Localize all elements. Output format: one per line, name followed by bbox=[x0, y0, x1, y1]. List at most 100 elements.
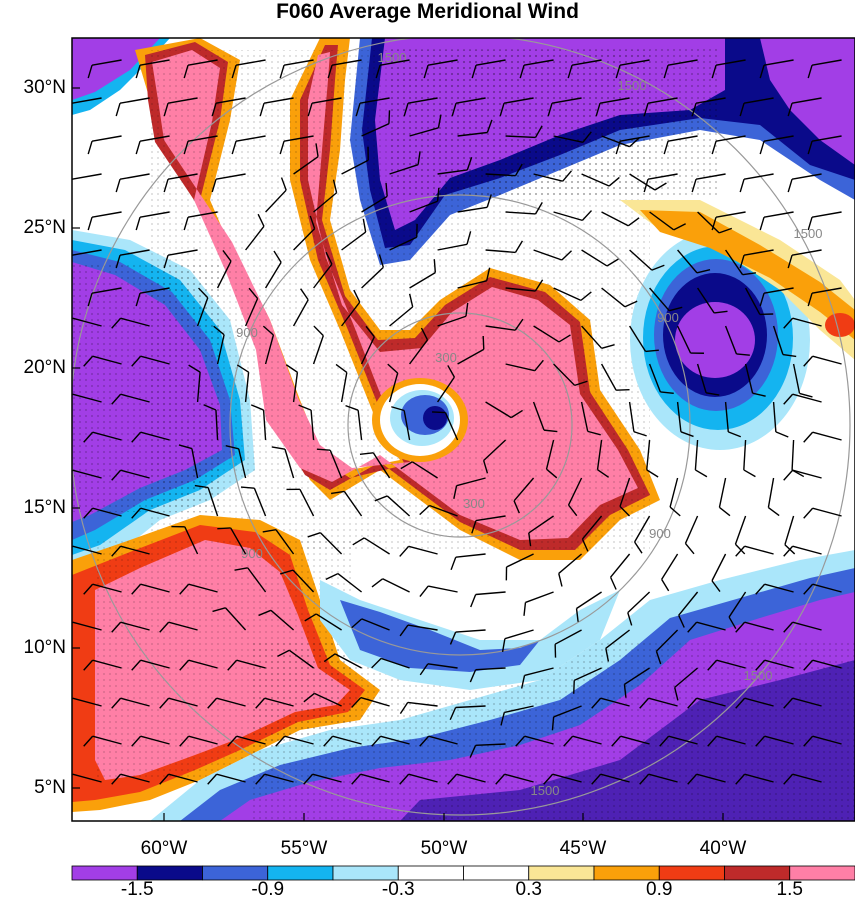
wind-barb bbox=[696, 287, 728, 314]
wind-barb bbox=[323, 735, 362, 747]
wind-barb bbox=[341, 289, 361, 327]
wind-barb bbox=[312, 325, 324, 365]
latitude-label: 25°N bbox=[23, 217, 66, 238]
wind-barb bbox=[615, 59, 650, 79]
wind-barb bbox=[739, 97, 774, 117]
wind-barb bbox=[553, 131, 592, 143]
wind-barb bbox=[400, 461, 438, 479]
wind-barb bbox=[755, 659, 794, 671]
wind-barb bbox=[211, 97, 246, 117]
wind-barb bbox=[633, 515, 651, 554]
wind-barb bbox=[316, 448, 343, 479]
wind-barb bbox=[783, 697, 822, 709]
wind-barb bbox=[674, 667, 699, 701]
wind-barb bbox=[533, 170, 572, 182]
wind-barb bbox=[581, 249, 619, 267]
longitude-label: 45°W bbox=[559, 838, 607, 859]
wind-barb bbox=[240, 486, 267, 517]
wind-barb bbox=[87, 211, 122, 231]
wind-barb bbox=[759, 287, 794, 307]
negative-wind-region-south bbox=[150, 550, 855, 821]
wind-barb bbox=[485, 318, 524, 331]
wind-barb bbox=[581, 515, 603, 552]
wind-barb bbox=[449, 705, 486, 721]
wind-barb bbox=[792, 363, 813, 398]
wind-barb bbox=[265, 177, 287, 213]
wind-barb bbox=[131, 659, 170, 671]
wind-barb bbox=[250, 404, 267, 441]
wind-barb bbox=[87, 135, 122, 155]
latitude-label: 15°N bbox=[23, 497, 66, 518]
wind-barb bbox=[111, 773, 150, 785]
wind-barb bbox=[409, 259, 437, 289]
wind-barb bbox=[485, 401, 523, 419]
wind-barb bbox=[783, 621, 822, 633]
wind-barb bbox=[611, 735, 650, 747]
wind-barb bbox=[111, 697, 150, 709]
wind-barb bbox=[387, 363, 399, 403]
wind-barb bbox=[163, 249, 198, 269]
wind-barb bbox=[447, 773, 486, 785]
wind-barb bbox=[275, 735, 314, 747]
positive-wind-band-east bbox=[620, 200, 855, 360]
wind-barb bbox=[227, 735, 266, 747]
wind-barb bbox=[609, 553, 631, 590]
wind-barb bbox=[409, 187, 440, 213]
wind-barb bbox=[111, 545, 150, 557]
wind-barb bbox=[643, 173, 678, 193]
colorbar-swatch bbox=[593, 865, 660, 881]
wind-barb bbox=[83, 507, 122, 519]
wind-barb bbox=[258, 609, 295, 631]
wind-barb bbox=[375, 59, 410, 79]
wind-barb bbox=[371, 657, 410, 669]
wind-barb bbox=[83, 659, 122, 671]
wind-barb bbox=[131, 355, 170, 367]
wind-barb bbox=[352, 537, 390, 555]
wind-barb bbox=[298, 404, 315, 441]
wind-barb bbox=[361, 110, 391, 137]
wind-barb bbox=[335, 363, 348, 403]
colorbar-label: -0.3 bbox=[381, 879, 415, 900]
wind-barb bbox=[371, 578, 410, 593]
wind-barb bbox=[803, 431, 842, 443]
wind-barb bbox=[505, 125, 543, 139]
wind-barb bbox=[419, 585, 458, 598]
wind-barb bbox=[196, 287, 209, 327]
wind-barb bbox=[759, 59, 794, 79]
wind-barb bbox=[772, 401, 789, 438]
wind-barb bbox=[303, 692, 342, 707]
wind-barb bbox=[419, 735, 458, 747]
wind-barb bbox=[697, 211, 733, 234]
wind-barb bbox=[696, 363, 720, 396]
wind-barb bbox=[533, 325, 571, 343]
wind-barb bbox=[513, 477, 535, 514]
map-title: F060 Average Meridional Wind bbox=[276, 0, 579, 23]
wind-barb bbox=[271, 446, 295, 479]
wind-barb bbox=[399, 545, 438, 557]
colorbar-swatch bbox=[71, 865, 138, 881]
colorbar bbox=[71, 865, 855, 881]
wind-barb bbox=[619, 477, 631, 517]
wind-barb bbox=[115, 173, 150, 193]
wind-barb bbox=[135, 59, 170, 79]
wind-barb bbox=[409, 327, 429, 365]
wind-barb bbox=[212, 607, 247, 631]
wind-barb bbox=[469, 743, 506, 758]
wind-barb bbox=[351, 696, 390, 708]
wind-barb bbox=[639, 697, 678, 709]
longitude-label: 40°W bbox=[699, 838, 747, 859]
wind-barb bbox=[471, 59, 506, 79]
wind-barb bbox=[403, 97, 438, 117]
wind-barb bbox=[341, 218, 367, 251]
wind-barb bbox=[179, 583, 218, 595]
wind-barb bbox=[178, 444, 199, 479]
wind-barb bbox=[711, 553, 727, 592]
wind-barb bbox=[183, 135, 218, 155]
wind-barb bbox=[596, 439, 609, 478]
wind-barb bbox=[279, 59, 314, 79]
wind-barb bbox=[767, 477, 780, 517]
wind-barb bbox=[163, 97, 198, 117]
wind-barb bbox=[553, 363, 588, 387]
wind-barb bbox=[734, 515, 747, 555]
